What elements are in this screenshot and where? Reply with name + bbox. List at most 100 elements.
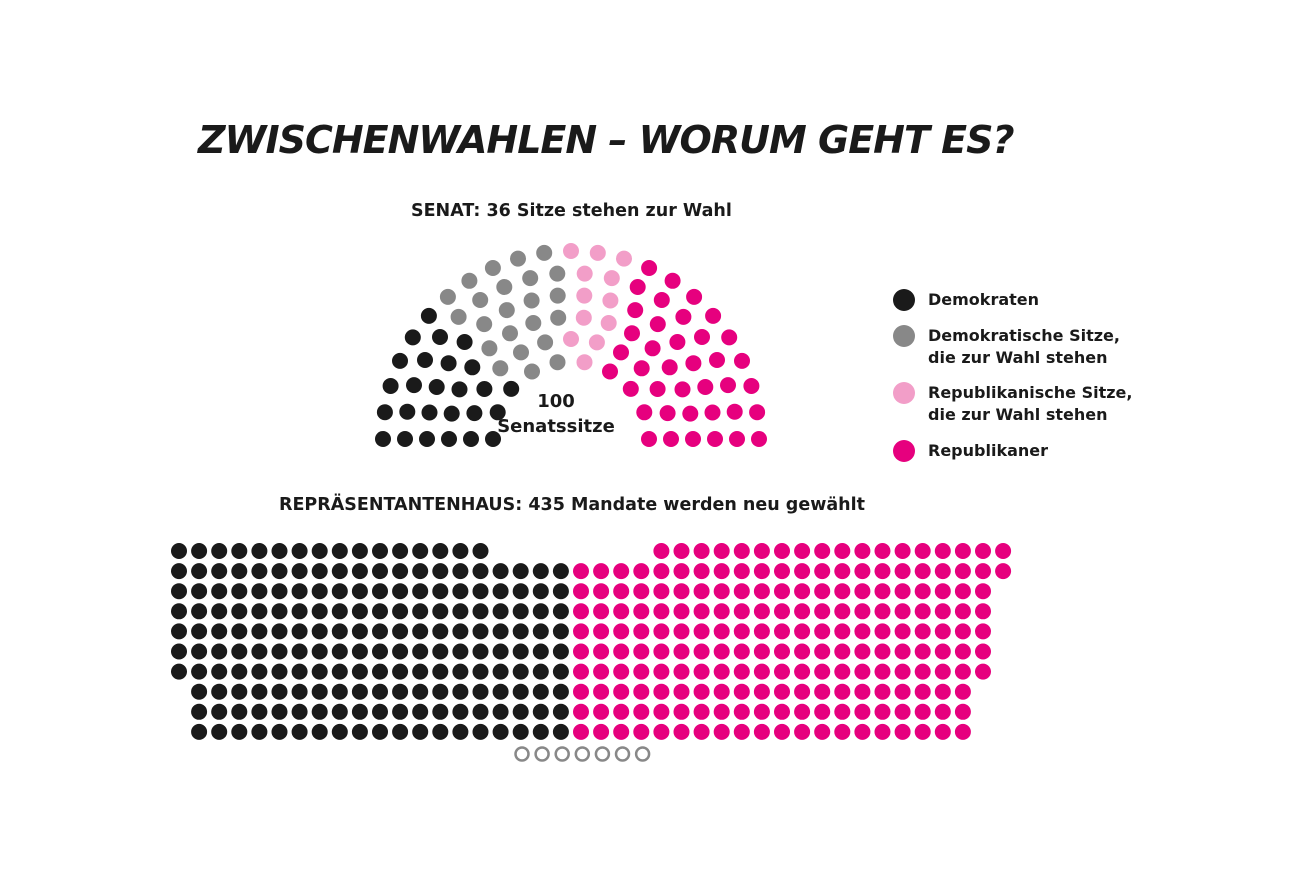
senate-center-label: 100 Senatssitze	[496, 389, 616, 439]
senate-seat-demokratische-sitze-die-zur-wahl-stehen	[549, 287, 566, 304]
legend-swatch-republicans	[893, 440, 915, 462]
house-seat-democrats	[392, 683, 409, 700]
house-seat-republicans	[814, 543, 831, 559]
house-seat-republicans	[894, 643, 911, 660]
senate-seat-republikanische-sitze-die-zur-wahl-stehen	[600, 315, 617, 331]
house-seat-republicans	[573, 563, 589, 580]
house-seat-republicans	[774, 643, 790, 660]
house-seat-democrats	[432, 543, 449, 559]
house-seat-democrats	[432, 683, 449, 700]
senate-seat-demokratische-sitze-die-zur-wahl-stehen	[484, 260, 501, 276]
house-seat-vacant	[634, 746, 651, 762]
senate-seat-republikanische-sitze-die-zur-wahl-stehen	[602, 292, 619, 309]
senate-seat-republikaner	[751, 431, 767, 447]
house-seat-democrats	[472, 583, 489, 600]
house-seat-democrats	[171, 663, 187, 680]
house-seat-democrats	[492, 643, 509, 660]
house-seat-democrats	[412, 563, 429, 580]
house-seat-republicans	[673, 663, 690, 680]
house-seat-republicans	[854, 623, 871, 640]
house-seat-democrats	[191, 703, 208, 720]
house-seat-democrats	[251, 643, 268, 660]
house-seat-democrats	[251, 723, 268, 740]
house-seat-republicans	[914, 563, 931, 580]
house-seat-democrats	[271, 543, 288, 559]
house-seat-republicans	[834, 643, 851, 660]
house-seat-republicans	[975, 583, 991, 600]
house-seat-democrats	[492, 603, 509, 620]
house-seat-vacant	[574, 746, 591, 762]
house-seat-republicans	[653, 663, 670, 680]
house-seat-republicans	[854, 663, 871, 680]
legend-swatch-democrats	[893, 289, 915, 311]
house-seat-republicans	[673, 623, 690, 640]
house-seat-republicans	[693, 723, 710, 740]
house-seat-democrats	[392, 703, 409, 720]
house-seat-republicans	[814, 603, 831, 620]
house-seat-democrats	[392, 623, 409, 640]
house-seat-democrats	[251, 583, 268, 600]
senate-seat-republikaner	[720, 377, 736, 394]
senate-seat-republikanische-sitze-die-zur-wahl-stehen	[616, 250, 632, 267]
house-seat-republicans	[794, 643, 811, 660]
house-seat-democrats	[171, 583, 187, 600]
house-seat-republicans	[894, 583, 911, 600]
house-seat-republicans	[814, 663, 831, 680]
legend-swatch-republicans-up	[893, 382, 915, 404]
house-seat-democrats	[211, 723, 228, 740]
house-seat-republicans	[573, 663, 589, 680]
senate-seat-demokratische-sitze-die-zur-wahl-stehen	[461, 272, 478, 289]
house-seat-democrats	[492, 583, 509, 600]
house-seat-republicans	[713, 583, 730, 600]
house-seat-democrats	[291, 703, 308, 720]
house-seat-democrats	[552, 663, 569, 680]
house-seat-republicans	[954, 583, 971, 600]
house-seat-republicans	[653, 703, 670, 720]
house-seat-republicans	[854, 723, 871, 740]
house-seat-republicans	[954, 643, 971, 660]
senate-seat-republikaner	[649, 316, 666, 333]
house-seat-democrats	[392, 603, 409, 620]
house-seat-democrats	[532, 623, 549, 640]
house-seat-democrats	[191, 583, 208, 600]
senate-seat-demokratische-sitze-die-zur-wahl-stehen	[549, 354, 566, 371]
house-seat-democrats	[291, 643, 308, 660]
house-seat-republicans	[874, 543, 891, 559]
house-seat-democrats	[271, 703, 288, 720]
house-seat-republicans	[593, 663, 610, 680]
house-seat-democrats	[191, 623, 208, 640]
senate-seat-demokratische-sitze-die-zur-wahl-stehen	[523, 292, 540, 309]
house-seat-republicans	[894, 723, 911, 740]
house-seat-republicans	[693, 643, 710, 660]
senate-seat-demokratische-sitze-die-zur-wahl-stehen	[525, 315, 542, 331]
house-seat-republicans	[934, 603, 951, 620]
house-seat-republicans	[573, 703, 589, 720]
house-seat-democrats	[532, 583, 549, 600]
house-seat-republicans	[854, 603, 871, 620]
house-seat-democrats	[231, 723, 248, 740]
senate-seat-republikaner	[685, 431, 701, 447]
senate-seat-demokraten	[392, 352, 408, 369]
house-seat-democrats	[271, 663, 288, 680]
house-seat-republicans	[713, 683, 730, 700]
house-seat-republicans	[713, 623, 730, 640]
house-seat-democrats	[512, 723, 529, 740]
senate-seat-demokraten	[476, 381, 493, 397]
house-seat-republicans	[733, 683, 750, 700]
house-seat-republicans	[834, 703, 851, 720]
house-seat-democrats	[372, 663, 388, 680]
house-seat-republicans	[653, 723, 670, 740]
house-seat-democrats	[432, 623, 449, 640]
senate-seat-demokratische-sitze-die-zur-wahl-stehen	[496, 279, 513, 295]
house-seat-republicans	[934, 623, 951, 640]
house-seat-democrats	[552, 723, 569, 740]
house-seat-republicans	[774, 663, 790, 680]
house-seat-vacant	[554, 746, 570, 762]
house-seat-democrats	[251, 663, 268, 680]
senate-seat-demokraten	[503, 380, 520, 397]
house-seat-republicans	[995, 543, 1012, 559]
house-seat-democrats	[271, 723, 288, 740]
house-seat-republicans	[954, 703, 971, 720]
house-seat-republicans	[653, 623, 670, 640]
